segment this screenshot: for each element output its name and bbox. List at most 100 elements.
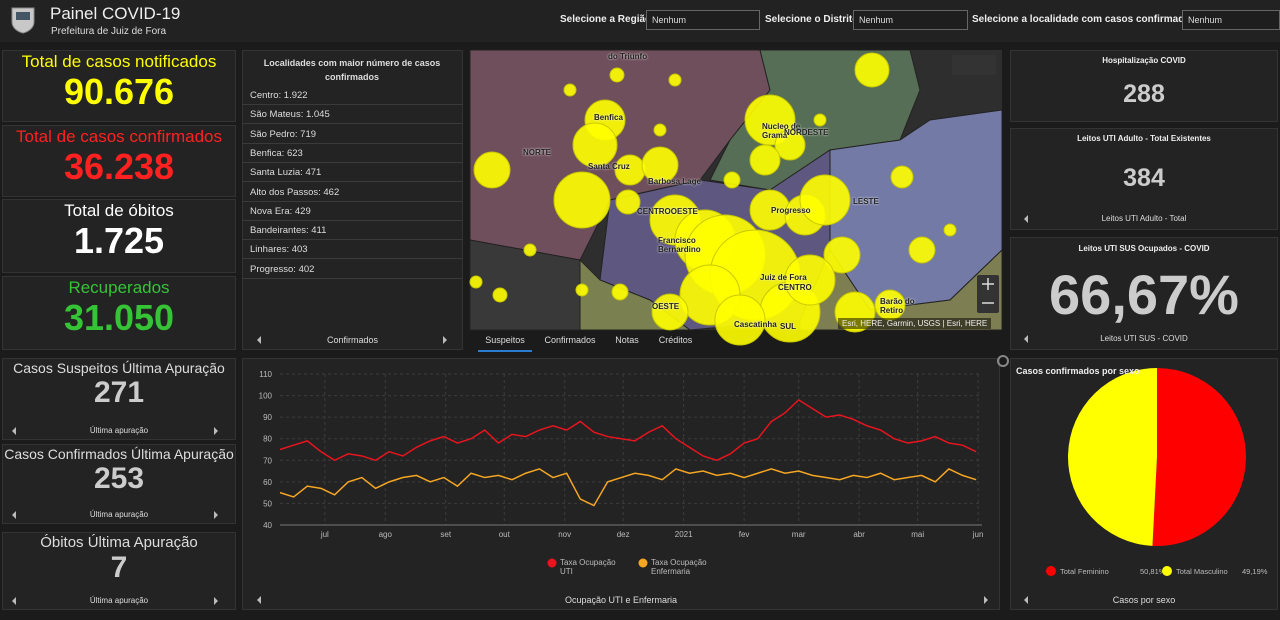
- arrow: [1024, 596, 1028, 604]
- indicator-label: Total de óbitos: [64, 201, 174, 220]
- tab[interactable]: Créditos: [658, 335, 693, 345]
- line: [279, 398, 977, 462]
- indicator-footer: Última apuração: [89, 426, 149, 435]
- arrow: [984, 596, 988, 604]
- zoom-icons: [982, 278, 994, 304]
- x-tick-label: ago: [379, 530, 393, 539]
- legend-swatch: [1162, 566, 1172, 576]
- x-tick-label: out: [499, 530, 511, 539]
- map-point: [714, 294, 766, 346]
- y-tick-label: 90: [263, 413, 272, 422]
- y-tick-label: 70: [263, 456, 272, 465]
- panel: [2, 532, 236, 610]
- map-point: [774, 129, 806, 161]
- map-label: NORDESTE: [784, 128, 829, 137]
- map-label: do Triunfo: [608, 52, 648, 61]
- map-label: Progresso: [771, 206, 811, 215]
- map-point: [784, 254, 836, 306]
- filter-select[interactable]: Nenhum: [853, 10, 968, 30]
- panel: [2, 358, 236, 440]
- ranking-title: Localidades com maior número de casos co…: [263, 58, 441, 82]
- panel: [1010, 237, 1278, 350]
- filter-select[interactable]: Nenhum: [646, 10, 760, 30]
- ranking-item[interactable]: Nova Era: 429: [242, 202, 463, 221]
- indicator-value: 31.050: [63, 297, 175, 338]
- settings-icon: [997, 355, 1009, 367]
- indicator-label: Casos Suspeitos Última Apuração: [13, 360, 225, 376]
- ranking-footer: Confirmados: [326, 335, 379, 345]
- x-tick-label: mar: [792, 530, 806, 539]
- legend-swatch: [1046, 566, 1056, 576]
- ranking-item[interactable]: Benfica: 623: [242, 144, 463, 163]
- map-label: Juiz de Fora: [760, 273, 807, 282]
- tab[interactable]: Notas: [615, 335, 639, 345]
- map-point: [854, 52, 890, 88]
- arrow: [1024, 215, 1028, 223]
- x-tick-label: abr: [853, 530, 865, 539]
- indicator-label: Casos Confirmados Última Apuração: [4, 446, 234, 462]
- map-point: [563, 83, 577, 97]
- panel: [1010, 128, 1278, 230]
- map-point: [609, 67, 625, 83]
- ranking-item[interactable]: Santa Luzia: 471: [242, 163, 463, 183]
- map-attribution: Esri, HERE, Garmin, USGS | Esri, HERE: [838, 318, 992, 329]
- indicator-value: 36.238: [63, 146, 175, 187]
- map-label: Francisco Bernardino: [658, 236, 701, 254]
- line: [279, 468, 977, 507]
- arrow: [12, 511, 16, 519]
- indicator-value: 66,67%: [1049, 263, 1239, 326]
- legend-label: Total Masculino: [1176, 567, 1228, 576]
- legend-label: Taxa Ocupação Enfermaria: [651, 558, 707, 576]
- ranking-item[interactable]: Bandeirantes: 411: [242, 221, 463, 241]
- indicator-label: Total de casos confirmados: [16, 127, 222, 146]
- ranking-item[interactable]: Linhares: 403: [242, 240, 463, 260]
- header: Painel COVID-19 Prefeitura de Juiz de Fo…: [0, 0, 1280, 42]
- y-tick-label: 60: [263, 478, 272, 487]
- indicator-label: Leitos UTI Adulto - Total Existentes: [1077, 134, 1211, 143]
- map-label: SUL: [780, 322, 796, 331]
- arrow: [12, 427, 16, 435]
- x-tick-label: set: [440, 530, 451, 539]
- map-label: Santa Cruz: [588, 162, 630, 171]
- indicator-label: Total de casos notificados: [21, 52, 217, 71]
- logo: [11, 7, 35, 34]
- ranking-item[interactable]: Progresso: 402: [242, 260, 463, 279]
- arrow: [257, 596, 261, 604]
- map-point: [813, 113, 827, 127]
- tab[interactable]: Suspeitos: [478, 333, 532, 352]
- map-label: Barão do Retiro: [880, 297, 915, 315]
- indicator-value: 271: [93, 376, 145, 409]
- map: [469, 49, 1003, 346]
- panel: [2, 444, 236, 524]
- arrow: [214, 597, 218, 605]
- filter-select[interactable]: Nenhum: [1182, 10, 1280, 30]
- indicator-label: Recuperados: [68, 278, 170, 297]
- map-region: [469, 239, 581, 331]
- map-point: [668, 73, 682, 87]
- filter-label: Selecione a localidade com casos confirm…: [972, 14, 1196, 25]
- y-tick-label: 50: [263, 499, 272, 508]
- map-point: [492, 287, 508, 303]
- y-tick-label: 100: [259, 392, 273, 401]
- x-tick-label: mai: [911, 530, 924, 539]
- panel: [2, 199, 236, 273]
- x-tick-label: 2021: [675, 530, 693, 539]
- map-point: [651, 293, 689, 331]
- indicator-value: 253: [93, 462, 145, 495]
- map-point: [572, 122, 618, 168]
- ranking-item[interactable]: Alto dos Passos: 462: [242, 183, 463, 202]
- x-tick-label: fev: [739, 530, 750, 539]
- ranking-item[interactable]: São Mateus: 1.045: [242, 105, 463, 125]
- arrow: [443, 336, 447, 344]
- map-controls: [952, 55, 996, 75]
- map-point: [653, 123, 667, 137]
- map-label: LESTE: [853, 197, 879, 206]
- tab[interactable]: Confirmados: [544, 335, 596, 345]
- arrow: [1024, 335, 1028, 343]
- indicator-label: Leitos UTI SUS Ocupados - COVID: [1078, 244, 1210, 253]
- map-point: [553, 171, 611, 229]
- map-label: CENTROOESTE: [637, 207, 698, 216]
- map-point: [890, 165, 914, 189]
- ranking-item[interactable]: São Pedro: 719: [242, 125, 463, 144]
- ranking-item[interactable]: Centro: 1.922: [242, 86, 463, 105]
